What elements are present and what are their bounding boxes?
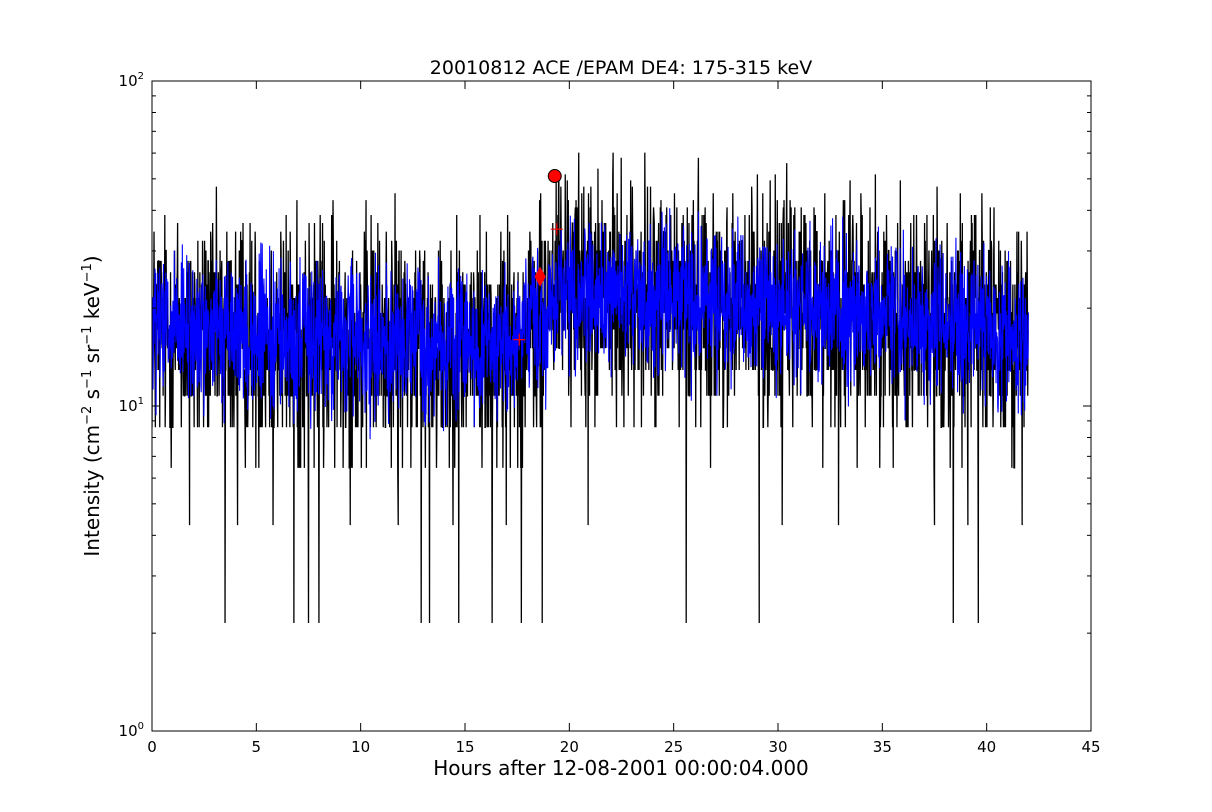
series-black-line <box>152 152 1029 623</box>
x-tick-label: 25 <box>664 738 683 756</box>
x-tick-label: 40 <box>977 738 996 756</box>
y-tick-label: 101 <box>119 396 144 415</box>
y-label-sup-4: −1 <box>80 263 95 282</box>
x-tick-label: 20 <box>560 738 579 756</box>
x-tick-label: 15 <box>455 738 474 756</box>
y-axis-label: Intensity (cm−2 s−1 sr−1 keV−1) <box>80 255 104 556</box>
series-layer <box>152 152 1029 623</box>
x-axis: 0 5 10 15 20 25 30 35 40 45 <box>147 81 1101 756</box>
y-axis: 100 101 102 <box>119 71 1091 740</box>
x-tick-label: 5 <box>252 738 262 756</box>
y-label-mid-1: s <box>80 389 104 406</box>
y-label-sup-2: −1 <box>80 370 95 389</box>
y-tick-label: 102 <box>119 71 144 90</box>
plus-marker-3 <box>550 223 563 236</box>
chart-title: 20010812 ACE /EPAM DE4: 175-315 keV <box>430 57 812 79</box>
onset-diamond-marker <box>534 266 546 287</box>
series-blue-line <box>152 208 1029 440</box>
y-label-sup-3: −1 <box>80 326 95 345</box>
y-tick-label: 100 <box>119 721 144 740</box>
y-label-suffix: ) <box>80 255 104 263</box>
x-tick-label: 30 <box>768 738 787 756</box>
y-label-prefix: Intensity (cm <box>80 425 104 557</box>
y-label-mid-2: sr <box>80 344 104 370</box>
plus-marker-2 <box>513 333 526 346</box>
y-label-mid-3: keV <box>80 282 104 326</box>
x-tick-label: 35 <box>873 738 892 756</box>
x-tick-label: 0 <box>147 738 157 756</box>
peak-circle-marker <box>547 169 562 184</box>
y-label-sup-1: −2 <box>80 406 95 425</box>
marker-layer <box>513 169 563 346</box>
x-tick-label: 45 <box>1081 738 1100 756</box>
plot-area <box>151 80 1092 732</box>
x-axis-label: Hours after 12-08-2001 00:00:04.000 <box>433 756 809 780</box>
x-tick-label: 10 <box>351 738 370 756</box>
